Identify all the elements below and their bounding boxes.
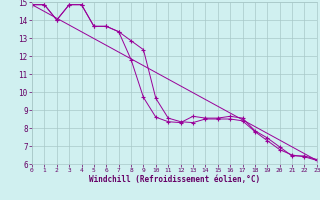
X-axis label: Windchill (Refroidissement éolien,°C): Windchill (Refroidissement éolien,°C) bbox=[89, 175, 260, 184]
